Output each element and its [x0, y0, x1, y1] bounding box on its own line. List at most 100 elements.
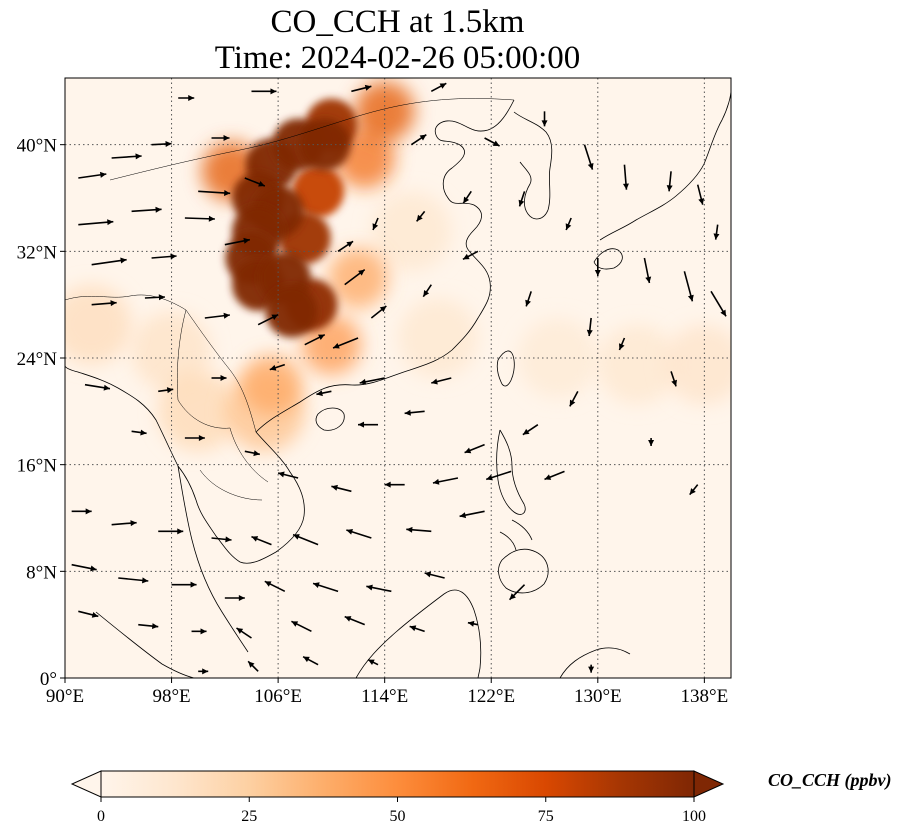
wind-arrow-head: [671, 379, 678, 387]
wind-arrow: [78, 219, 114, 226]
wind-arrow-head: [165, 140, 172, 147]
lon-tick-label: 114°E: [361, 686, 408, 707]
wind-arrow-head: [344, 616, 352, 622]
wind-arrow: [224, 237, 250, 246]
wind-arrow-head: [269, 364, 277, 371]
colorbar-ticks: 0 25 50 75 100: [97, 797, 706, 825]
wind-arrow: [247, 660, 259, 672]
wind-arrow: [522, 424, 539, 436]
concentration-patch: [517, 318, 598, 398]
wind-arrow-head: [698, 198, 705, 205]
wind-arrow: [84, 383, 111, 391]
wind-arrow-head: [135, 153, 142, 160]
wind-arrow: [422, 284, 432, 298]
wind-arrow-head: [188, 95, 195, 101]
wind-arrow: [78, 610, 99, 618]
wind-arrow: [131, 206, 162, 213]
concentration-patch: [131, 311, 212, 392]
axis-labels: 90°E 98°E 106°E 114°E 122°E 130°E 138°E 0° 8°N 16…: [17, 136, 729, 707]
wind-arrow-head: [467, 620, 475, 627]
wind-arrow-head: [130, 520, 137, 527]
wind-arrow: [508, 584, 526, 601]
wind-arrow-head: [110, 300, 117, 307]
wind-arrow: [518, 191, 526, 207]
wind-arrow: [666, 171, 673, 192]
wind-arrow-head: [364, 84, 372, 91]
lon-tick-label: 122°E: [467, 686, 515, 707]
wind-arrow-head: [170, 253, 177, 260]
wind-arrow-head: [645, 276, 652, 283]
wind-arrow: [569, 390, 579, 407]
lat-tick-label: 40°N: [17, 136, 58, 157]
wind-arrow: [312, 582, 339, 593]
wind-arrow-head: [687, 294, 694, 302]
lon-tick-label: 106°E: [254, 686, 302, 707]
wind-arrow-head: [518, 199, 525, 207]
wind-arrow: [151, 140, 172, 147]
wind-arrow: [670, 371, 678, 387]
wind-arrow-head: [293, 534, 300, 540]
colorbar-tick-label: 0: [97, 808, 105, 825]
wind-arrow: [151, 253, 177, 260]
wind-arrow: [277, 471, 299, 479]
concentration-patch: [158, 371, 239, 452]
wind-arrow: [337, 240, 354, 252]
wind-arrow-head: [90, 565, 97, 572]
wind-arrow-head: [107, 219, 114, 226]
wind-arrow: [586, 317, 593, 337]
lon-tick-label: 90°E: [46, 686, 84, 707]
wind-arrow-head: [258, 180, 265, 187]
wind-arrow: [171, 581, 197, 588]
wind-arrow-head: [243, 237, 250, 244]
concentration-patch: [354, 81, 415, 142]
wind-arrow-head: [200, 628, 207, 635]
wind-arrow-head: [223, 312, 230, 319]
wind-arrow: [316, 390, 332, 397]
concentration-patch: [241, 354, 302, 415]
wind-arrow: [211, 375, 227, 381]
colorbar-tick-label: 25: [241, 808, 257, 825]
wind-arrow: [257, 313, 279, 326]
wind-arrow-head: [404, 409, 411, 416]
wind-arrow-head: [190, 581, 197, 588]
wind-arrow-head: [142, 577, 149, 584]
wind-arrow: [244, 450, 260, 457]
concentration-patch: [298, 118, 351, 171]
wind-arrow-head: [120, 257, 127, 264]
wind-arrow-head: [492, 140, 500, 146]
coastline-china: [255, 99, 515, 433]
colorbar-title: CO_CCH (ppbv): [768, 770, 892, 790]
wind-arrow-head: [278, 471, 285, 478]
coastline-kyushu: [593, 248, 623, 270]
map-frame: [64, 77, 732, 679]
wind-arrow: [346, 528, 372, 539]
wind-arrow-head: [264, 581, 272, 587]
wind-arrow-head: [372, 223, 379, 230]
wind-arrow: [204, 312, 230, 319]
coastline-new-guinea: [559, 647, 631, 678]
wind-arrow-head: [522, 428, 530, 435]
wind-arrow: [71, 508, 92, 515]
wind-arrow: [358, 421, 379, 428]
wind-arrow: [544, 470, 565, 481]
wind-arrow-head: [359, 378, 367, 385]
wind-arrow: [359, 377, 385, 385]
wind-arrow: [118, 577, 149, 584]
coastline-hainan: [315, 407, 345, 431]
wind-arrow: [424, 571, 445, 579]
wind-arrow: [331, 484, 352, 493]
wind-arrow: [409, 625, 425, 633]
coastline-malay: [177, 465, 249, 653]
wind-arrow-head: [586, 329, 593, 336]
wind-arrow-head: [419, 134, 427, 141]
wind-arrow: [467, 620, 479, 627]
wind-arrow-head: [225, 536, 232, 543]
coastline-borneo: [355, 589, 482, 678]
wind-arrow-head: [463, 196, 470, 204]
wind-arrow-head: [622, 183, 629, 190]
wind-arrow: [696, 184, 705, 205]
wind-arrow-head: [158, 294, 165, 301]
wind-arrow-head: [569, 399, 576, 407]
wind-arrow-head: [525, 299, 531, 307]
